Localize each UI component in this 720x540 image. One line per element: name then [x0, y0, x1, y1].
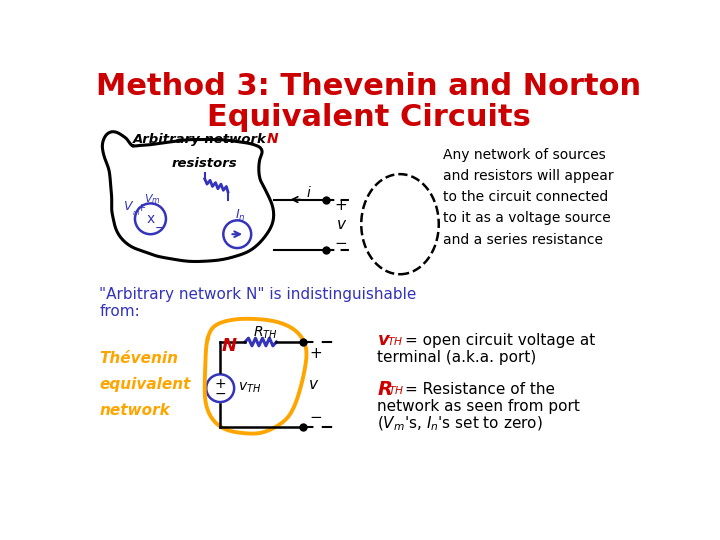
- Text: = open circuit voltage at: = open circuit voltage at: [405, 333, 595, 348]
- Text: +: +: [334, 198, 347, 213]
- Text: $I_n$: $I_n$: [235, 208, 246, 223]
- Text: Method 3: Thevenin and Norton: Method 3: Thevenin and Norton: [96, 72, 642, 101]
- Text: $\mathbfit{R}$: $\mathbfit{R}$: [377, 380, 392, 399]
- Text: $R_{TH}$: $R_{TH}$: [253, 325, 277, 341]
- Text: Equivalent Circuits: Equivalent Circuits: [207, 103, 531, 132]
- Text: = Resistance of the: = Resistance of the: [405, 382, 554, 397]
- Text: network as seen from port: network as seen from port: [377, 399, 580, 414]
- Text: +: +: [310, 346, 322, 361]
- Text: from:: from:: [99, 303, 140, 319]
- Text: $\mathbfit{v}$: $\mathbfit{v}$: [377, 332, 391, 349]
- Text: Thévenin
equivalent
network: Thévenin equivalent network: [99, 351, 191, 417]
- Text: −: −: [310, 410, 322, 425]
- Text: v: v: [310, 377, 318, 392]
- Text: v: v: [336, 217, 346, 232]
- Text: −: −: [215, 387, 226, 401]
- Text: $_m$: $_m$: [132, 208, 140, 218]
- Text: i: i: [307, 186, 311, 200]
- Text: terminal (a.k.a. port): terminal (a.k.a. port): [377, 350, 536, 365]
- Text: "Arbitrary network N" is indistinguishable: "Arbitrary network N" is indistinguishab…: [99, 287, 417, 302]
- Text: x: x: [146, 212, 155, 226]
- Text: N: N: [266, 132, 279, 146]
- Text: resistors: resistors: [172, 157, 238, 170]
- Text: $v_{TH}$: $v_{TH}$: [238, 381, 261, 395]
- Text: ($V_m$'s, $I_n$'s set to zero): ($V_m$'s, $I_n$'s set to zero): [377, 414, 542, 433]
- Text: $\mathit{V}_m$: $\mathit{V}_m$: [144, 192, 161, 206]
- Text: +: +: [215, 377, 226, 392]
- Text: +: +: [137, 203, 146, 213]
- Text: $_{TH}$: $_{TH}$: [387, 382, 404, 397]
- Text: −: −: [334, 236, 347, 251]
- Text: N: N: [222, 337, 237, 355]
- Text: Any network of sources
and resistors will appear
to the circuit connected
to it : Any network of sources and resistors wil…: [443, 148, 613, 247]
- Text: $V$: $V$: [123, 200, 135, 213]
- Text: Arbitrary network: Arbitrary network: [132, 133, 271, 146]
- Text: $_{TH}$: $_{TH}$: [387, 333, 403, 348]
- Text: −: −: [155, 221, 165, 234]
